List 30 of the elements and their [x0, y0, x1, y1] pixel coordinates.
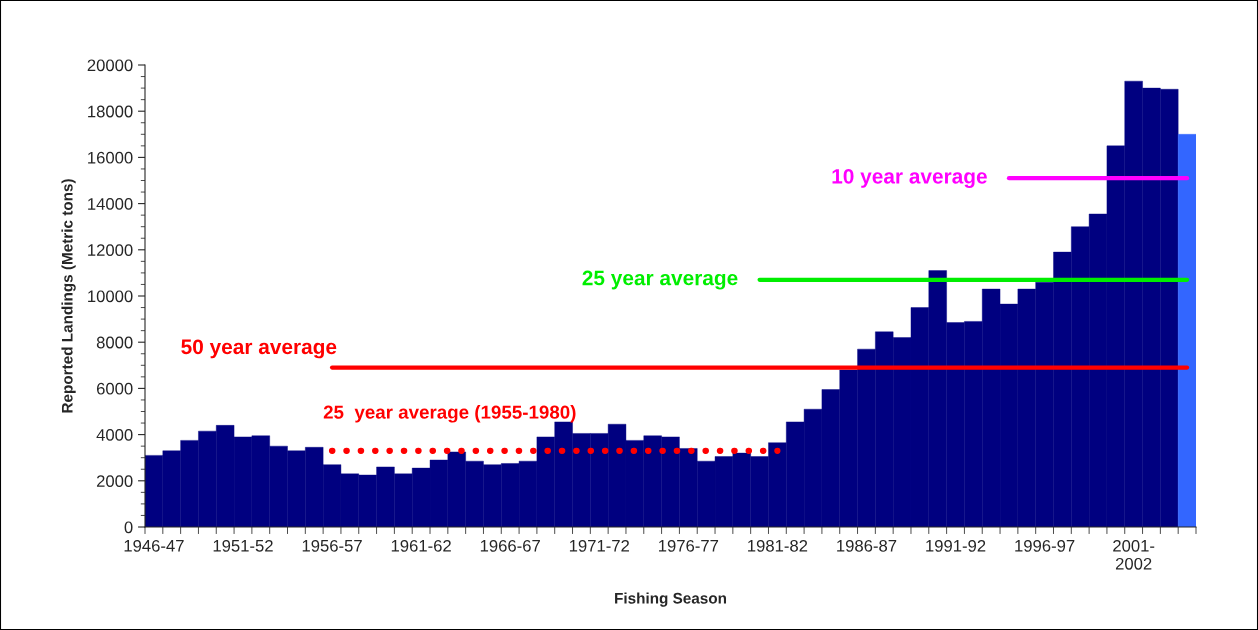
series-label: 10 year average	[832, 168, 987, 188]
x-tick-label: 1986-87	[837, 539, 897, 552]
x-tick-label: 2001- 2002	[1113, 539, 1155, 570]
y-tick-label: 4000	[96, 429, 133, 441]
x-tick-label: 1966-67	[480, 539, 540, 552]
x-tick-label: 1976-77	[659, 539, 719, 552]
bar	[1177, 134, 1196, 527]
series-label: 25 year average (1955-1980)	[323, 405, 576, 423]
y-tick-label: 18000	[88, 105, 133, 118]
y-tick-label: 6000	[96, 382, 133, 395]
x-tick-label: 1951-52	[213, 539, 273, 552]
y-axis-title: Reported Landings (Metric tons)	[61, 179, 76, 413]
y-tick-label: 20000	[87, 59, 133, 72]
x-tick-label: 1991-92	[926, 539, 986, 552]
x-axis-title: Fishing Season	[615, 592, 727, 607]
x-tick-label: 1956-57	[302, 539, 362, 552]
y-tick-label: 16000	[88, 151, 133, 164]
x-tick-label: 1971-72	[569, 539, 629, 552]
y-tick-label: 8000	[96, 336, 133, 349]
x-tick-label: 1961-62	[391, 539, 451, 552]
y-tick-label: 12000	[88, 244, 133, 256]
x-tick-label: 1946-47	[124, 539, 184, 552]
x-tick-label: 1996-97	[1015, 539, 1075, 552]
y-tick-label: 14000	[88, 198, 133, 210]
y-tick-label: 0	[124, 521, 133, 534]
y-tick-label: 2000	[96, 475, 133, 487]
series-label: 50 year average	[181, 339, 337, 359]
x-tick-label: 1981-82	[748, 539, 808, 552]
y-tick-label: 10000	[88, 290, 133, 303]
series-label: 25 year average	[582, 270, 738, 290]
